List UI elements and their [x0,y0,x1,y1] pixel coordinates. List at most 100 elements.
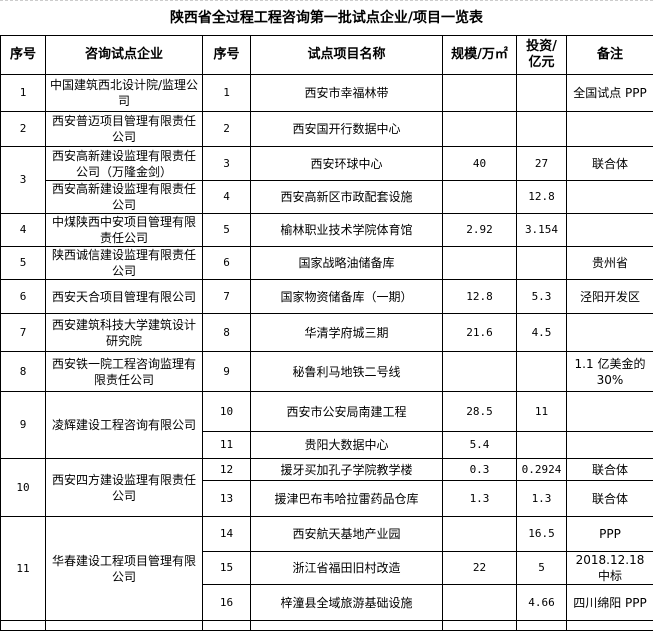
project-name: 华清学府城三期 [251,314,443,352]
empty-cell [251,621,443,631]
project-no: 15 [203,552,251,585]
project-invest [517,75,567,112]
project-invest [517,432,567,459]
project-scale [443,112,517,147]
project-name: 国家战略油储备库 [251,247,443,280]
company-no: 8 [1,352,46,392]
partial-row [1,621,653,631]
project-name: 西安环球中心 [251,147,443,181]
project-name: 西安航天基地产业园 [251,517,443,552]
project-no: 2 [203,112,251,147]
project-no: 7 [203,280,251,314]
project-name: 贵阳大数据中心 [251,432,443,459]
project-note: 联合体 [567,147,653,181]
project-invest: 1.3 [517,481,567,517]
company-name: 西安高新建设监理有限责任公司 [46,181,203,214]
project-name: 西安高新区市政配套设施 [251,181,443,214]
header-company: 咨询试点企业 [46,36,203,75]
project-note: 全国试点 PPP [567,75,653,112]
project-no: 4 [203,181,251,214]
project-note: PPP [567,517,653,552]
project-invest: 0.2924 [517,459,567,481]
project-invest [517,352,567,392]
project-note: 四川绵阳 PPP [567,585,653,621]
project-name: 国家物资储备库（一期） [251,280,443,314]
project-invest: 27 [517,147,567,181]
project-name: 秘鲁利马地铁二号线 [251,352,443,392]
company-no: 7 [1,314,46,352]
project-scale: 1.3 [443,481,517,517]
project-scale: 5.4 [443,432,517,459]
project-invest: 11 [517,392,567,432]
company-name: 西安天合项目管理有限公司 [46,280,203,314]
project-note: 联合体 [567,481,653,517]
project-no: 11 [203,432,251,459]
company-name: 西安铁一院工程咨询监理有限责任公司 [46,352,203,392]
company-no: 11 [1,517,46,621]
project-note: 泾阳开发区 [567,280,653,314]
page-title: 陕西省全过程工程咨询第一批试点企业/项目一览表 [0,0,653,35]
project-no: 10 [203,392,251,432]
project-no: 16 [203,585,251,621]
project-scale [443,247,517,280]
project-scale: 22 [443,552,517,585]
project-note [567,214,653,247]
project-no: 13 [203,481,251,517]
company-name: 西安高新建设监理有限责任公司（万隆金剑） [46,147,203,181]
project-invest: 5 [517,552,567,585]
project-no: 12 [203,459,251,481]
company-name: 西安普迈项目管理有限责任公司 [46,112,203,147]
header-project-no: 序号 [203,36,251,75]
empty-cell [203,621,251,631]
project-name: 西安市幸福林带 [251,75,443,112]
empty-cell [443,621,517,631]
company-name: 中煤陕西中安项目管理有限责任公司 [46,214,203,247]
project-name: 浙江省福田旧村改造 [251,552,443,585]
project-scale [443,75,517,112]
project-invest: 5.3 [517,280,567,314]
company-name: 西安建筑科技大学建筑设计研究院 [46,314,203,352]
header-scale: 规模/万㎡ [443,36,517,75]
project-name: 援津巴布韦哈拉雷药品仓库 [251,481,443,517]
project-name: 梓潼县全域旅游基础设施 [251,585,443,621]
project-scale: 2.92 [443,214,517,247]
header-note: 备注 [567,36,653,75]
empty-cell [567,621,653,631]
project-invest: 4.5 [517,314,567,352]
project-no: 1 [203,75,251,112]
empty-cell [46,621,203,631]
company-no: 6 [1,280,46,314]
project-invest: 4.66 [517,585,567,621]
project-note: 1.1 亿美金的30% [567,352,653,392]
company-name: 华春建设工程项目管理有限公司 [46,517,203,621]
company-no: 3 [1,147,46,214]
project-scale: 0.3 [443,459,517,481]
company-name: 陕西诚信建设监理有限责任公司 [46,247,203,280]
project-invest: 12.8 [517,181,567,214]
project-scale [443,181,517,214]
company-no: 4 [1,214,46,247]
empty-cell [1,621,46,631]
project-scale: 12.8 [443,280,517,314]
project-no: 8 [203,314,251,352]
project-note [567,112,653,147]
project-invest: 3.154 [517,214,567,247]
project-no: 9 [203,352,251,392]
company-no: 9 [1,392,46,459]
company-no: 10 [1,459,46,517]
project-no: 6 [203,247,251,280]
project-note: 2018.12.18 中标 [567,552,653,585]
project-note [567,392,653,432]
project-name: 援牙买加孔子学院教学楼 [251,459,443,481]
